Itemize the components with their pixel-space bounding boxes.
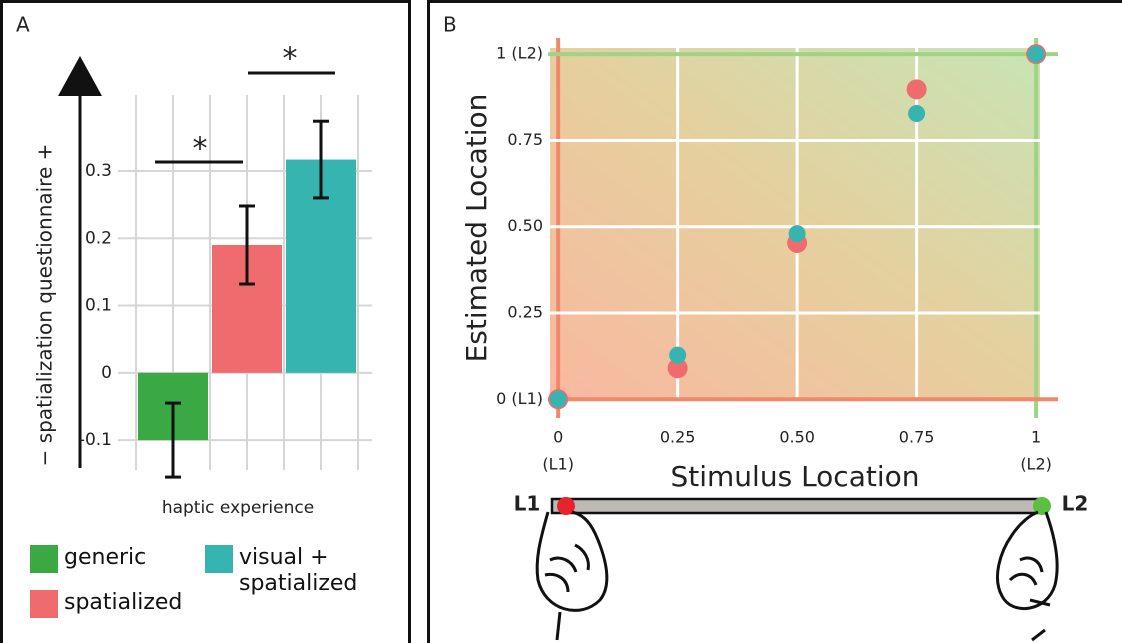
plot-background: [550, 48, 1040, 400]
x-tick-label: 1: [1031, 428, 1041, 447]
annotation: (L1): [542, 455, 574, 474]
legend-swatch: [30, 590, 58, 618]
y-tick-label: 0: [101, 363, 112, 383]
legend-swatch: [30, 545, 58, 573]
y-tick-label: 1 (L2): [496, 44, 543, 63]
x-tick-label: 0.50: [779, 428, 815, 447]
y-tick-label: 0 (L1): [496, 389, 543, 408]
point: [789, 225, 806, 242]
page: {"chart_data": [ {"type": "bar", "panel"…: [0, 0, 1122, 643]
point: [669, 347, 686, 364]
y-tick-label: 0.50: [507, 216, 543, 235]
annotation: (L2): [1020, 455, 1052, 474]
x-tick-label: 0.25: [660, 428, 696, 447]
y-axis-label: Estimated Location: [460, 94, 493, 363]
y-tick-label: 0.3: [85, 161, 112, 181]
x-axis-label: haptic experience: [162, 498, 314, 518]
x-axis-label: Stimulus Location: [671, 460, 920, 493]
legend-label: spatialized: [64, 590, 214, 616]
y-tick-label: 0.25: [507, 303, 543, 322]
y-tick-label: 0.75: [507, 130, 543, 149]
significance-star: *: [283, 42, 298, 77]
legend-label: generic: [64, 545, 214, 571]
annotation: L2: [1062, 492, 1089, 516]
panel-label: A: [16, 13, 30, 37]
y-tick-label: 0.2: [85, 228, 112, 248]
arrow-head: [58, 56, 102, 96]
legend-swatch: [205, 545, 233, 573]
apparatus: [537, 497, 1057, 640]
legend-item: spatialized: [30, 590, 214, 618]
x-tick-label: 0.75: [899, 428, 935, 447]
significance-star: *: [193, 132, 208, 167]
annotation: L1: [514, 492, 541, 516]
y-tick-label: -0.1: [79, 430, 112, 450]
legend-item: generic: [30, 545, 214, 573]
legend-item: visual + spatialized: [205, 545, 374, 597]
point: [908, 105, 925, 122]
y-tick-label: 0.1: [85, 296, 112, 316]
y-axis-label: − spatialization questionnaire +: [33, 144, 57, 467]
point: [550, 391, 567, 408]
panel-label: B: [443, 13, 457, 37]
chart-b: 0 0.25 0.50 0.75 1 0 (L1) 0.25 0.50 0.75 1 (L2) St…: [460, 38, 1088, 516]
point: [907, 79, 927, 99]
x-tick-label: 0: [553, 428, 563, 447]
legend-label: visual + spatialized: [239, 545, 374, 597]
chart-a: -0.1 0 0.1 0.2 0.3 − spatialization questionn…: [33, 42, 373, 519]
point: [1028, 46, 1045, 63]
